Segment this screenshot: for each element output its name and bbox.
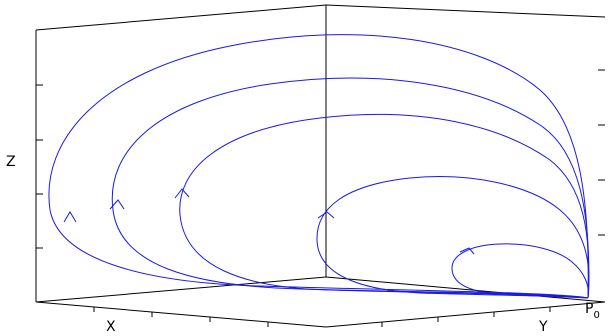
point-p0-subscript: 0 — [593, 310, 599, 321]
trajectories — [48, 34, 590, 299]
floor-back-left — [35, 276, 327, 303]
arrow-trajectory-1 — [63, 211, 77, 223]
trajectory-3 — [179, 113, 590, 299]
trajectory-4 — [316, 176, 590, 299]
arrow-trajectory-5 — [459, 247, 475, 255]
axes-box — [35, 4, 606, 328]
top-right-edge — [325, 4, 606, 18]
point-p0-main: P — [585, 301, 593, 317]
arrow-trajectory-2 — [109, 199, 125, 210]
x-axis-front — [35, 301, 327, 328]
arrow-trajectory-3 — [174, 188, 190, 199]
direction-arrows — [63, 188, 475, 255]
trajectory-1 — [48, 34, 589, 299]
axis-ticks — [36, 69, 605, 327]
point-p0-label: P0 — [585, 301, 600, 321]
trajectory-5 — [451, 243, 589, 299]
z-axis-label: Z — [6, 154, 16, 170]
y-axis-label: Y — [538, 319, 548, 335]
x-axis-label: X — [106, 319, 116, 335]
y-axis-front — [325, 301, 606, 328]
top-left-edge — [35, 4, 327, 31]
floor-back-right — [325, 276, 606, 303]
arrow-trajectory-4 — [317, 211, 335, 219]
